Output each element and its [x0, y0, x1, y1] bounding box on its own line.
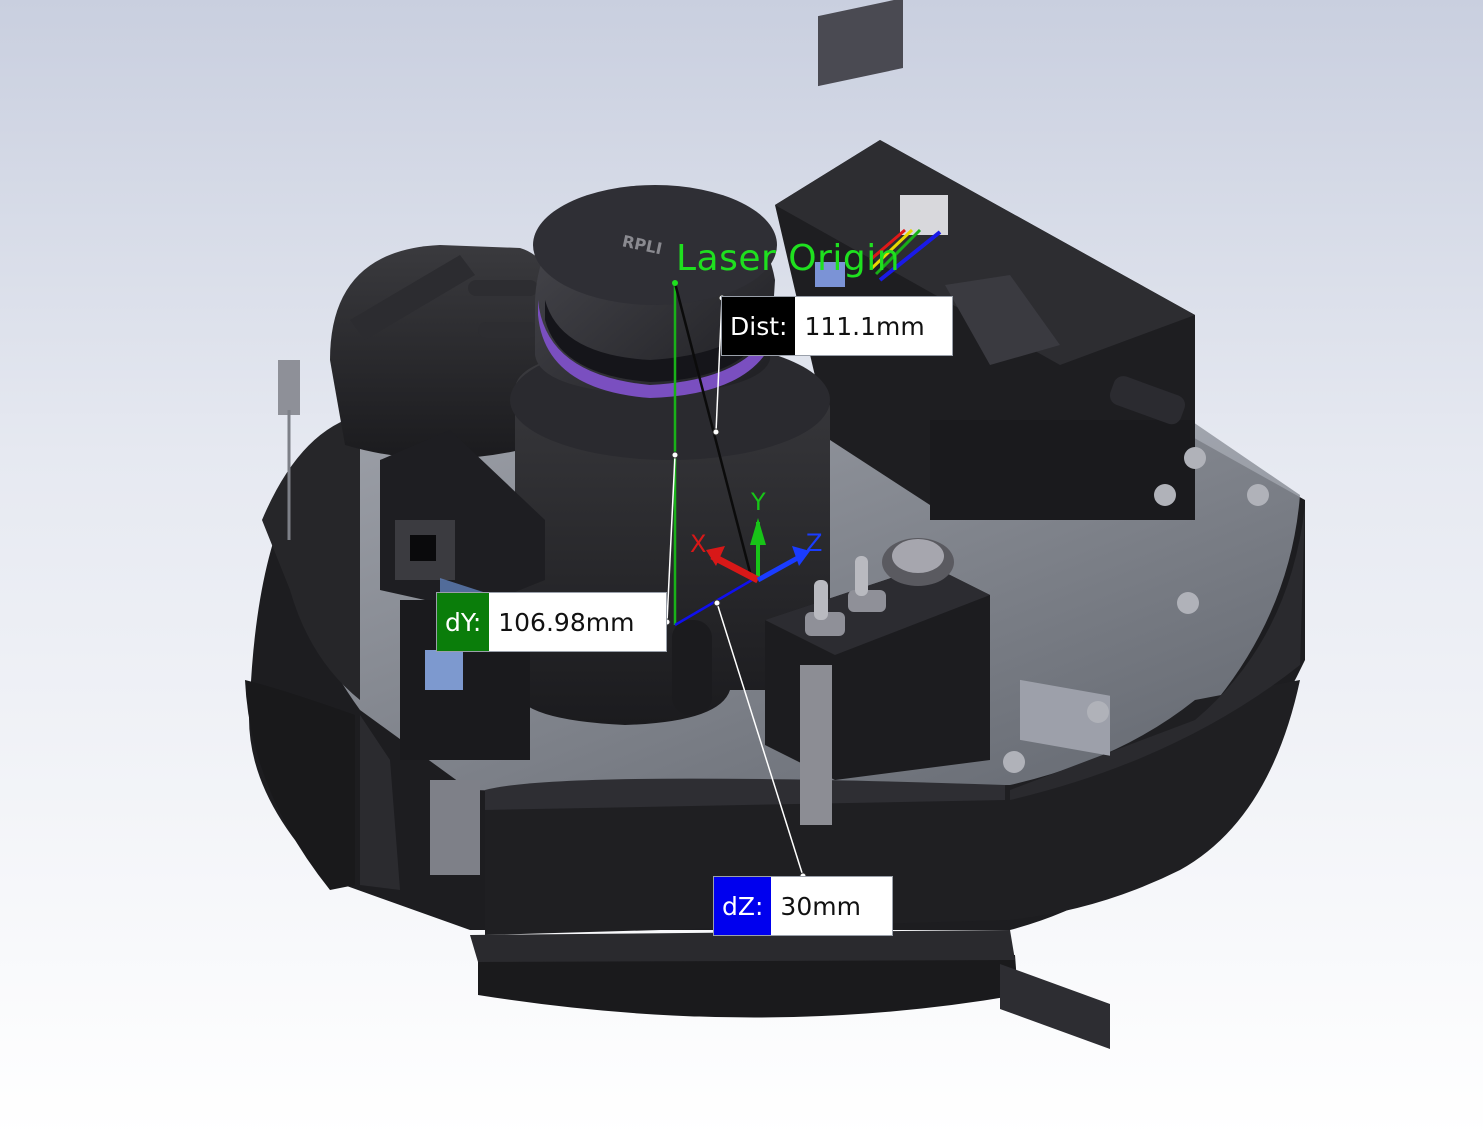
dist-measurement-value: 111.1mm [795, 297, 933, 355]
camera-lens [410, 535, 436, 561]
screw-2 [1247, 484, 1269, 506]
dz-measurement-label: dZ: [714, 877, 771, 935]
toggle-switch-2-lever [855, 556, 868, 596]
antenna [278, 360, 300, 415]
dy-measurement-label: dY: [437, 593, 489, 651]
screw-6 [1154, 484, 1176, 506]
screw-4 [1087, 701, 1109, 723]
screw-5 [1003, 751, 1025, 773]
left-bumper-lower [245, 680, 355, 890]
laser-origin-label: Laser Origin [676, 238, 900, 279]
dist-measurement-box[interactable]: Dist: 111.1mm [721, 296, 953, 356]
dist-leader-point [713, 429, 719, 435]
screw-1 [1184, 447, 1206, 469]
metal-bracket [800, 665, 832, 825]
lidar-standoff-1 [468, 280, 538, 296]
lidar-lower-post [672, 620, 712, 715]
front-lip [478, 955, 1018, 1018]
blue-servo-connector [425, 650, 463, 690]
dy-measurement-value: 106.98mm [489, 593, 643, 651]
right-motor [1000, 964, 1110, 1049]
lidar-standoff-2 [478, 322, 538, 338]
connector-housing [818, 0, 903, 86]
dy-measurement-box[interactable]: dY: 106.98mm [436, 592, 667, 652]
triad-x-label: X [690, 530, 706, 558]
dz-measurement-value: 30mm [771, 877, 870, 935]
screw-3 [1177, 592, 1199, 614]
toggle-switch-1-lever [814, 580, 828, 620]
connector-plug [900, 195, 948, 235]
laser-origin-point [672, 280, 678, 286]
push-button [892, 539, 944, 573]
left-motor [430, 780, 480, 875]
dz-measurement-box[interactable]: dZ: 30mm [713, 876, 893, 936]
triad-z-label: Z [806, 529, 822, 557]
dz-leader-point [714, 600, 720, 606]
dist-measurement-label: Dist: [722, 297, 795, 355]
battery-box-front [930, 420, 1195, 520]
triad-y-label: Y [750, 488, 766, 516]
dy-leader-point [672, 452, 678, 458]
